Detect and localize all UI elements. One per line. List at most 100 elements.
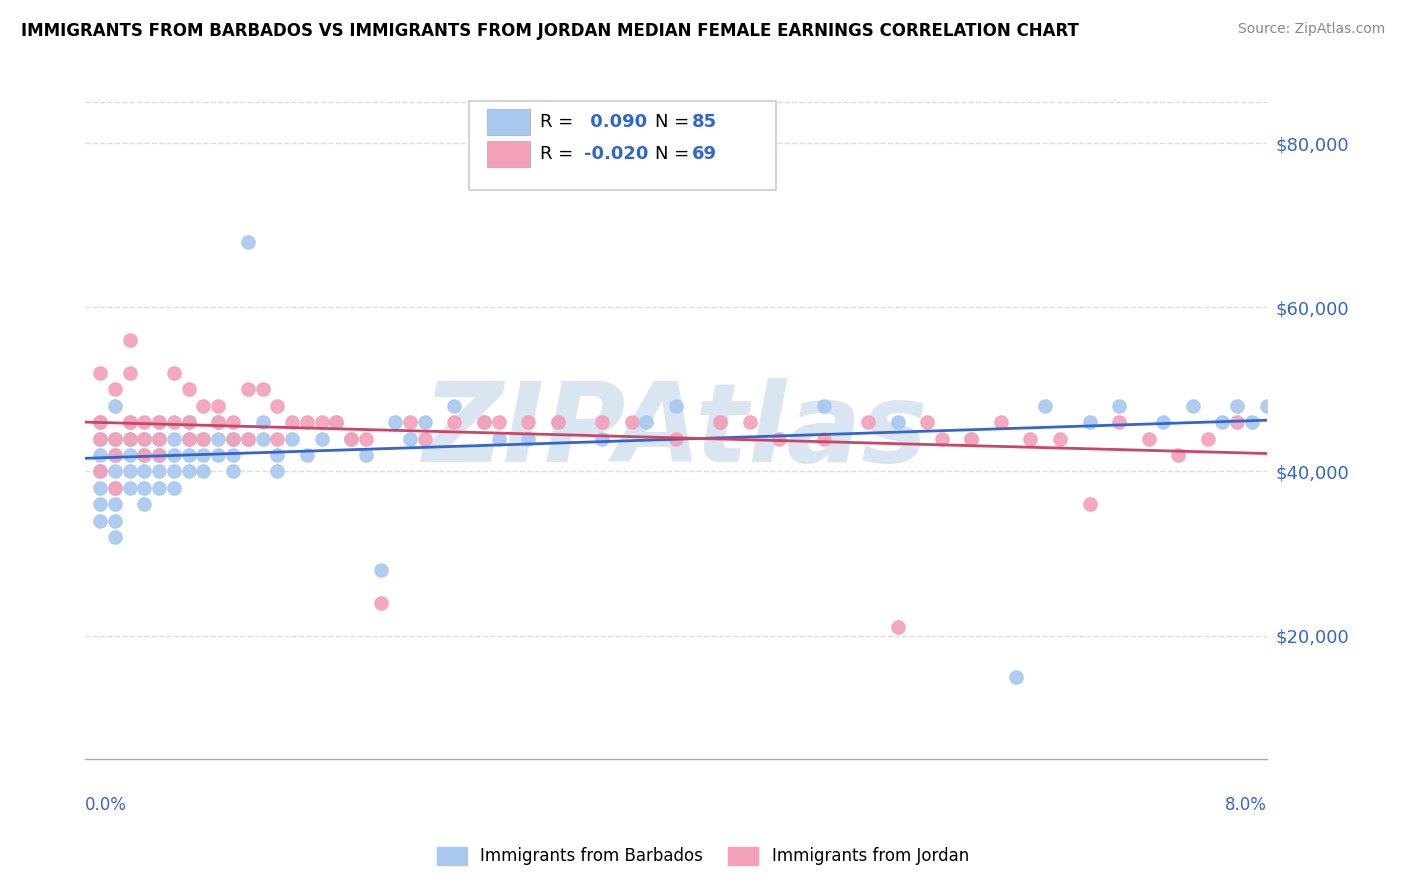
Point: [1108, 399, 1130, 413]
Text: N =: N =: [655, 145, 695, 162]
Point: [1078, 497, 1101, 511]
Point: [177, 448, 200, 462]
Point: [960, 432, 983, 446]
Point: [325, 415, 347, 429]
Point: [222, 448, 245, 462]
Point: [886, 415, 908, 429]
Point: [547, 415, 569, 429]
Point: [1240, 415, 1263, 429]
Point: [222, 432, 245, 446]
FancyBboxPatch shape: [470, 102, 776, 190]
Point: [281, 432, 304, 446]
Point: [177, 465, 200, 479]
Point: [236, 235, 259, 249]
Point: [1152, 415, 1174, 429]
Point: [384, 415, 406, 429]
Point: [252, 383, 274, 397]
Text: N =: N =: [655, 112, 695, 131]
Point: [709, 415, 731, 429]
Point: [517, 432, 540, 446]
Point: [311, 415, 333, 429]
Point: [148, 415, 170, 429]
Point: [207, 415, 229, 429]
Point: [193, 465, 215, 479]
Point: [118, 415, 141, 429]
Point: [266, 448, 288, 462]
FancyBboxPatch shape: [486, 142, 530, 168]
Point: [89, 465, 111, 479]
Point: [89, 366, 111, 380]
Point: [547, 415, 569, 429]
Point: [665, 432, 688, 446]
Point: [620, 415, 643, 429]
Point: [295, 448, 318, 462]
Text: 0.0%: 0.0%: [86, 797, 127, 814]
Text: -0.020: -0.020: [583, 145, 648, 162]
Point: [354, 432, 377, 446]
Point: [104, 399, 127, 413]
Point: [443, 399, 465, 413]
FancyBboxPatch shape: [486, 110, 530, 136]
Point: [148, 481, 170, 495]
Point: [1211, 415, 1233, 429]
Point: [709, 415, 731, 429]
Point: [134, 481, 156, 495]
Point: [856, 415, 879, 429]
Point: [295, 415, 318, 429]
Point: [443, 415, 465, 429]
Point: [636, 415, 658, 429]
Text: R =: R =: [540, 145, 579, 162]
Text: 8.0%: 8.0%: [1225, 797, 1267, 814]
Point: [104, 383, 127, 397]
Point: [118, 465, 141, 479]
Point: [517, 415, 540, 429]
Point: [1226, 415, 1249, 429]
Point: [89, 497, 111, 511]
Point: [134, 432, 156, 446]
Point: [89, 432, 111, 446]
Point: [163, 481, 186, 495]
Point: [134, 465, 156, 479]
Point: [252, 415, 274, 429]
Point: [134, 415, 156, 429]
Point: [738, 415, 761, 429]
Point: [931, 432, 953, 446]
Point: [118, 448, 141, 462]
Point: [1108, 415, 1130, 429]
Point: [236, 432, 259, 446]
Point: [104, 432, 127, 446]
Point: [193, 399, 215, 413]
Point: [89, 514, 111, 528]
Point: [311, 432, 333, 446]
Point: [207, 432, 229, 446]
Text: R =: R =: [540, 112, 579, 131]
Point: [89, 481, 111, 495]
Point: [177, 415, 200, 429]
Point: [591, 432, 613, 446]
Point: [193, 432, 215, 446]
Point: [89, 448, 111, 462]
Point: [768, 432, 790, 446]
Point: [591, 415, 613, 429]
Point: [1137, 432, 1160, 446]
Point: [472, 415, 495, 429]
Point: [163, 432, 186, 446]
Legend: Immigrants from Barbados, Immigrants from Jordan: Immigrants from Barbados, Immigrants fro…: [432, 842, 974, 871]
Point: [472, 415, 495, 429]
Point: [104, 448, 127, 462]
Point: [134, 448, 156, 462]
Point: [1004, 670, 1026, 684]
Point: [1197, 432, 1219, 446]
Point: [990, 415, 1012, 429]
Text: ZIPAtlas: ZIPAtlas: [423, 378, 929, 485]
Point: [104, 481, 127, 495]
Point: [104, 465, 127, 479]
Point: [960, 432, 983, 446]
Point: [104, 432, 127, 446]
Point: [222, 415, 245, 429]
Point: [163, 366, 186, 380]
Point: [207, 415, 229, 429]
Point: [118, 333, 141, 347]
Point: [118, 432, 141, 446]
Point: [488, 432, 510, 446]
